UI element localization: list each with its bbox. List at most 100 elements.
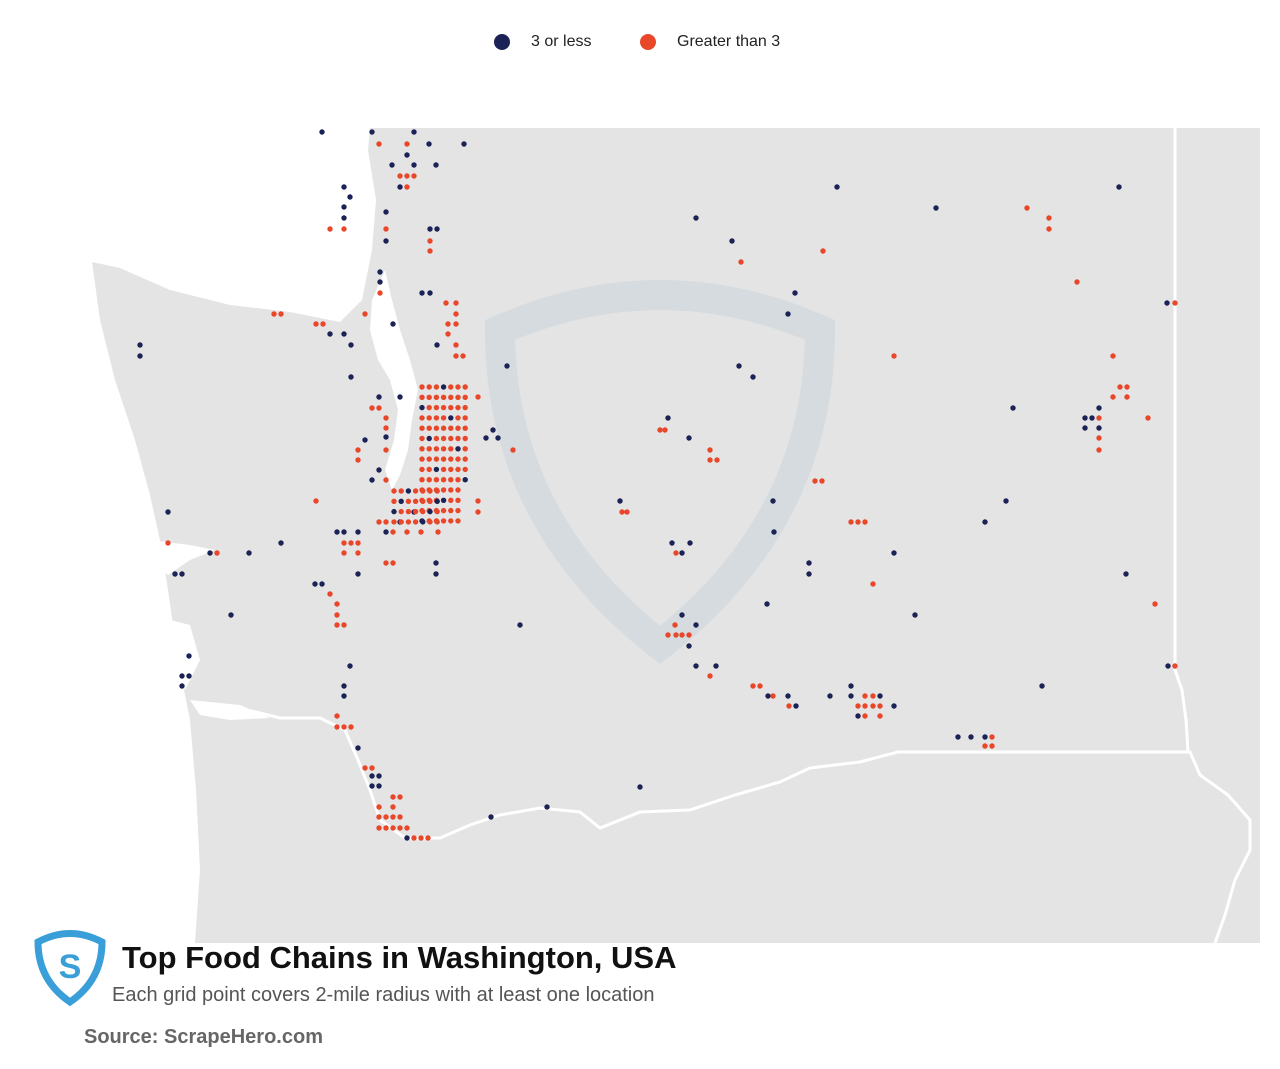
location-dot xyxy=(398,488,404,494)
location-dot xyxy=(341,622,347,628)
location-dot xyxy=(448,507,454,514)
logo-shield xyxy=(34,930,106,1007)
location-dot xyxy=(390,825,396,831)
location-dot xyxy=(369,773,375,779)
location-dot xyxy=(397,794,403,800)
location-dot xyxy=(341,724,347,730)
location-dot xyxy=(877,703,883,709)
location-dot xyxy=(982,734,988,740)
location-dot xyxy=(271,311,277,317)
location-dot xyxy=(517,622,523,628)
location-dot xyxy=(870,581,876,587)
location-dot xyxy=(855,519,861,525)
location-dot xyxy=(377,279,383,285)
location-dot xyxy=(707,447,713,453)
location-dot xyxy=(771,529,777,535)
location-dot xyxy=(453,311,459,317)
location-dot xyxy=(495,435,501,441)
location-dot xyxy=(461,141,467,147)
location-dot xyxy=(445,331,451,337)
location-dot xyxy=(278,311,284,317)
location-dot xyxy=(848,693,854,699)
location-dot xyxy=(687,540,693,546)
location-dot xyxy=(765,693,771,699)
location-dot xyxy=(455,415,461,421)
location-dot xyxy=(448,425,454,431)
location-dot xyxy=(462,456,468,462)
location-dot xyxy=(455,487,461,493)
location-dot xyxy=(672,622,678,628)
location-dot xyxy=(433,394,440,400)
location-dot xyxy=(383,825,389,831)
location-dot xyxy=(448,446,454,452)
location-dot xyxy=(455,435,461,442)
location-dot xyxy=(440,394,447,400)
location-dot xyxy=(369,129,375,135)
location-dot xyxy=(462,425,468,431)
location-dot xyxy=(433,456,440,462)
location-dot xyxy=(383,226,389,232)
location-dot xyxy=(405,508,412,515)
location-dot xyxy=(827,693,833,699)
location-dot xyxy=(679,612,685,618)
location-dot xyxy=(341,226,347,232)
location-dot xyxy=(714,457,720,463)
location-dot xyxy=(448,415,454,421)
location-dot xyxy=(707,673,713,679)
location-dot xyxy=(490,427,496,433)
location-dot xyxy=(1024,205,1030,211)
location-dot xyxy=(390,814,396,820)
location-dot xyxy=(412,519,419,525)
location-dot xyxy=(334,724,340,730)
location-dot xyxy=(383,415,389,421)
location-dot xyxy=(1010,405,1016,411)
location-dot xyxy=(383,814,389,820)
location-dot xyxy=(362,437,368,443)
location-dot xyxy=(397,184,403,190)
location-dot xyxy=(383,560,389,566)
location-dot xyxy=(955,734,961,740)
location-dot xyxy=(455,497,461,503)
location-dot xyxy=(445,321,451,327)
location-dot xyxy=(448,518,454,524)
location-dot xyxy=(426,477,432,483)
location-dot xyxy=(397,814,403,820)
location-dot xyxy=(404,184,410,190)
location-dot xyxy=(434,342,440,348)
location-dot xyxy=(933,205,939,211)
location-dot xyxy=(319,129,325,135)
location-dot xyxy=(1039,683,1045,689)
idaho-border xyxy=(1173,128,1190,753)
location-dot xyxy=(1164,300,1170,306)
location-dot xyxy=(891,353,897,359)
location-dot xyxy=(179,683,185,689)
location-dot xyxy=(819,478,825,484)
land xyxy=(92,128,1260,943)
location-dot xyxy=(982,743,988,749)
location-dot xyxy=(912,612,918,618)
location-dot xyxy=(1074,279,1080,285)
location-dot xyxy=(455,456,461,462)
location-dot xyxy=(347,663,353,669)
location-dot xyxy=(440,384,447,390)
location-dot xyxy=(411,129,417,135)
location-dot xyxy=(355,529,361,535)
location-dot xyxy=(383,477,389,483)
location-dot xyxy=(1096,447,1102,453)
location-dot xyxy=(510,447,516,453)
location-dot xyxy=(348,342,354,348)
location-dot xyxy=(453,300,459,306)
location-dot xyxy=(355,447,361,453)
location-dot xyxy=(391,488,397,494)
location-dot xyxy=(418,835,424,841)
location-dot xyxy=(989,734,995,740)
location-dot xyxy=(412,508,419,515)
location-dot xyxy=(619,509,625,515)
subtitle: Each grid point covers 2-mile radius wit… xyxy=(112,984,655,1006)
location-dot xyxy=(729,238,735,244)
location-dot xyxy=(426,466,432,473)
location-dot xyxy=(137,342,143,348)
location-dot xyxy=(391,508,397,515)
location-dot xyxy=(1124,394,1130,400)
location-dot xyxy=(764,601,770,607)
